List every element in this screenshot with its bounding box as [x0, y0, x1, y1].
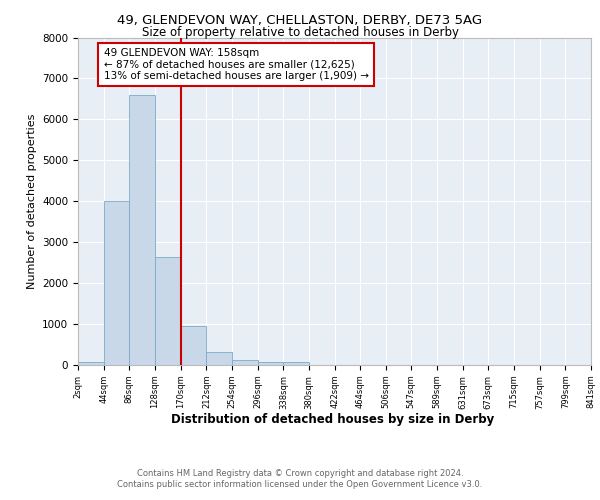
Bar [130, 95, 155, 365]
Text: Contains public sector information licensed under the Open Government Licence v3: Contains public sector information licen… [118, 480, 482, 489]
Text: Size of property relative to detached houses in Derby: Size of property relative to detached ho… [142, 26, 458, 39]
Bar [78, 362, 104, 365]
Text: 49 GLENDEVON WAY: 158sqm
← 87% of detached houses are smaller (12,625)
13% of se: 49 GLENDEVON WAY: 158sqm ← 87% of detach… [104, 48, 368, 81]
Bar [206, 352, 232, 365]
Text: Contains HM Land Registry data © Crown copyright and database right 2024.: Contains HM Land Registry data © Crown c… [137, 469, 463, 478]
Bar [258, 362, 283, 365]
Text: 49, GLENDEVON WAY, CHELLASTON, DERBY, DE73 5AG: 49, GLENDEVON WAY, CHELLASTON, DERBY, DE… [118, 14, 482, 27]
Bar [181, 326, 206, 365]
Y-axis label: Number of detached properties: Number of detached properties [26, 114, 37, 289]
Bar [155, 256, 181, 365]
Bar [104, 201, 130, 365]
Text: Distribution of detached houses by size in Derby: Distribution of detached houses by size … [172, 412, 494, 426]
Bar [232, 360, 258, 365]
Bar [283, 362, 309, 365]
